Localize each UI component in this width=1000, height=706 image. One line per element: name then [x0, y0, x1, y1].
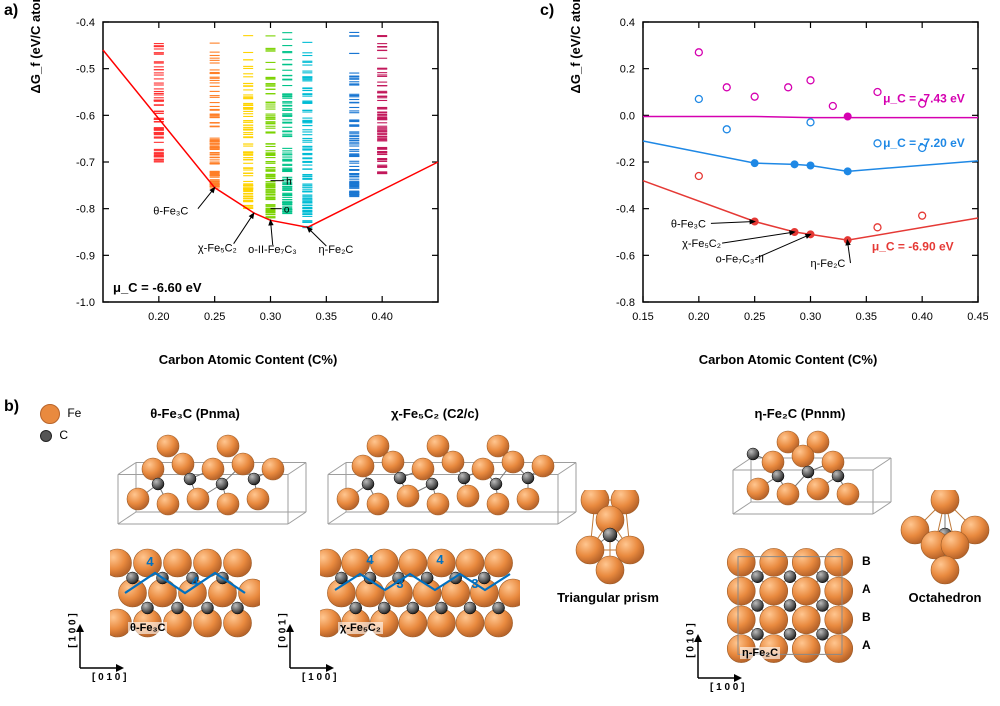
plot-c: 0.15 0.20 0.25 0.30 0.35 0.40 0.45 -0.8 -0.6 -0.4…: [588, 12, 988, 352]
title-theta: θ-Fe₃C (Pnma): [110, 406, 280, 421]
legend-fe: Fe: [40, 404, 81, 424]
eta-layer-a1: A: [862, 582, 871, 596]
axis-eta-x: [ 1 0 0 ]: [710, 682, 744, 693]
axes-theta-icon: [70, 618, 130, 678]
panel-a-label: a): [4, 2, 18, 20]
svg-text:-0.4: -0.4: [76, 17, 95, 29]
svg-text:-0.8: -0.8: [616, 297, 635, 309]
svg-text:-1.0: -1.0: [76, 297, 95, 309]
svg-text:μ_C = -6.60 eV: μ_C = -6.60 eV: [113, 280, 202, 295]
svg-text:-0.6: -0.6: [616, 250, 635, 262]
svg-text:0.2: 0.2: [620, 64, 635, 76]
svg-text:-0.4: -0.4: [616, 204, 635, 216]
svg-text:0.4: 0.4: [620, 17, 635, 29]
svg-text:-0.9: -0.9: [76, 250, 95, 262]
svg-text:0.35: 0.35: [316, 311, 337, 323]
plot-a-ylabel: ΔG_f (eV/C atom): [28, 0, 43, 170]
svg-text:-0.2: -0.2: [616, 157, 635, 169]
octa-structure: [895, 490, 995, 595]
svg-text:0.20: 0.20: [148, 311, 169, 323]
plot-a-xlabel: Carbon Atomic Content (C%): [48, 352, 448, 367]
svg-text:-0.6: -0.6: [76, 110, 95, 122]
svg-text:-0.7: -0.7: [76, 157, 95, 169]
svg-text:μ_C = -6.90 eV: μ_C = -6.90 eV: [872, 240, 954, 254]
svg-text:0.20: 0.20: [688, 311, 709, 323]
prism-label: Triangular prism: [548, 590, 668, 605]
svg-text:0.35: 0.35: [856, 311, 877, 323]
prism-structure: [560, 490, 660, 595]
svg-text:0.25: 0.25: [204, 311, 225, 323]
svg-text:4: 4: [366, 552, 374, 567]
plot-c-ylabel: ΔG_f (eV/C atom): [568, 0, 583, 170]
plot-c-xlabel: Carbon Atomic Content (C%): [588, 352, 988, 367]
panel-b-label: b): [4, 398, 19, 416]
svg-text:o-II-Fe₇C₃: o-II-Fe₇C₃: [248, 244, 297, 256]
eta-layer-b1: B: [862, 554, 871, 568]
svg-text:0.40: 0.40: [911, 311, 932, 323]
svg-text:4: 4: [146, 554, 154, 569]
axis-theta-x: [ 0 1 0 ]: [92, 672, 126, 683]
structure-theta-3d: [110, 430, 310, 545]
structure-eta-3d: [725, 430, 895, 535]
plot-a: 0.20 0.25 0.30 0.35 0.40 -1.0 -0.9 -0.8 -0.7 -0.6…: [48, 12, 448, 352]
legend-c: C: [40, 428, 68, 442]
svg-text:0.25: 0.25: [744, 311, 765, 323]
axis-theta-y: [ 1 0 0 ]: [68, 613, 79, 647]
svg-text:3: 3: [471, 576, 478, 591]
svg-text:θ-Fe₃C: θ-Fe₃C: [153, 205, 188, 217]
svg-text:o: o: [284, 205, 290, 216]
svg-text:η-Fe₂C: η-Fe₂C: [319, 244, 354, 256]
svg-text:μ_C = -7.20 eV: μ_C = -7.20 eV: [883, 136, 965, 150]
svg-text:-0.5: -0.5: [76, 64, 95, 76]
svg-text:h: h: [286, 177, 292, 188]
svg-text:0.0: 0.0: [620, 110, 635, 122]
legend-fe-label: Fe: [67, 406, 81, 420]
svg-text:4: 4: [191, 574, 199, 589]
svg-text:0.30: 0.30: [260, 311, 281, 323]
axis-chi-y: [ 0 0 1 ]: [278, 613, 289, 647]
title-chi: χ-Fe₅C₂ (C2/c): [320, 406, 550, 421]
axis-eta-y: [ 0 1 0 ]: [686, 623, 697, 657]
legend-c-label: C: [59, 428, 68, 442]
octa-label: Octahedron: [890, 590, 1000, 605]
svg-text:μ_C = -7.43 eV: μ_C = -7.43 eV: [883, 92, 965, 106]
lattice-theta-label: θ-Fe₃C: [128, 622, 167, 634]
axes-chi-icon: [280, 618, 340, 678]
svg-text:0.45: 0.45: [967, 311, 988, 323]
svg-text:η-Fe₂C: η-Fe₂C: [811, 258, 846, 270]
lattice-chi-label: χ-Fe₅C₂: [338, 622, 383, 634]
svg-text:χ-Fe₅C₂: χ-Fe₅C₂: [198, 243, 237, 255]
axis-chi-x: [ 1 0 0 ]: [302, 672, 336, 683]
svg-text:0.30: 0.30: [800, 311, 821, 323]
svg-text:θ-Fe₃C: θ-Fe₃C: [671, 218, 706, 230]
eta-layer-b2: B: [862, 610, 871, 624]
fe-swatch-icon: [40, 404, 60, 424]
eta-layer-a2: A: [862, 638, 871, 652]
title-eta: η-Fe₂C (Pnnm): [720, 406, 880, 421]
lattice-eta-label: η-Fe₂C: [740, 647, 780, 659]
svg-text:4: 4: [436, 552, 444, 567]
svg-text:χ-Fe₅C₂: χ-Fe₅C₂: [682, 238, 721, 250]
svg-text:-0.8: -0.8: [76, 204, 95, 216]
structure-chi-3d: [320, 430, 580, 545]
svg-text:0.40: 0.40: [371, 311, 392, 323]
svg-text:3: 3: [396, 576, 403, 591]
panel-c-label: c): [540, 2, 554, 20]
svg-text:0.15: 0.15: [632, 311, 653, 323]
c-swatch-icon: [40, 430, 52, 442]
svg-text:o-Fe₇C₃-II: o-Fe₇C₃-II: [716, 253, 765, 265]
axes-eta-icon: [688, 628, 748, 688]
